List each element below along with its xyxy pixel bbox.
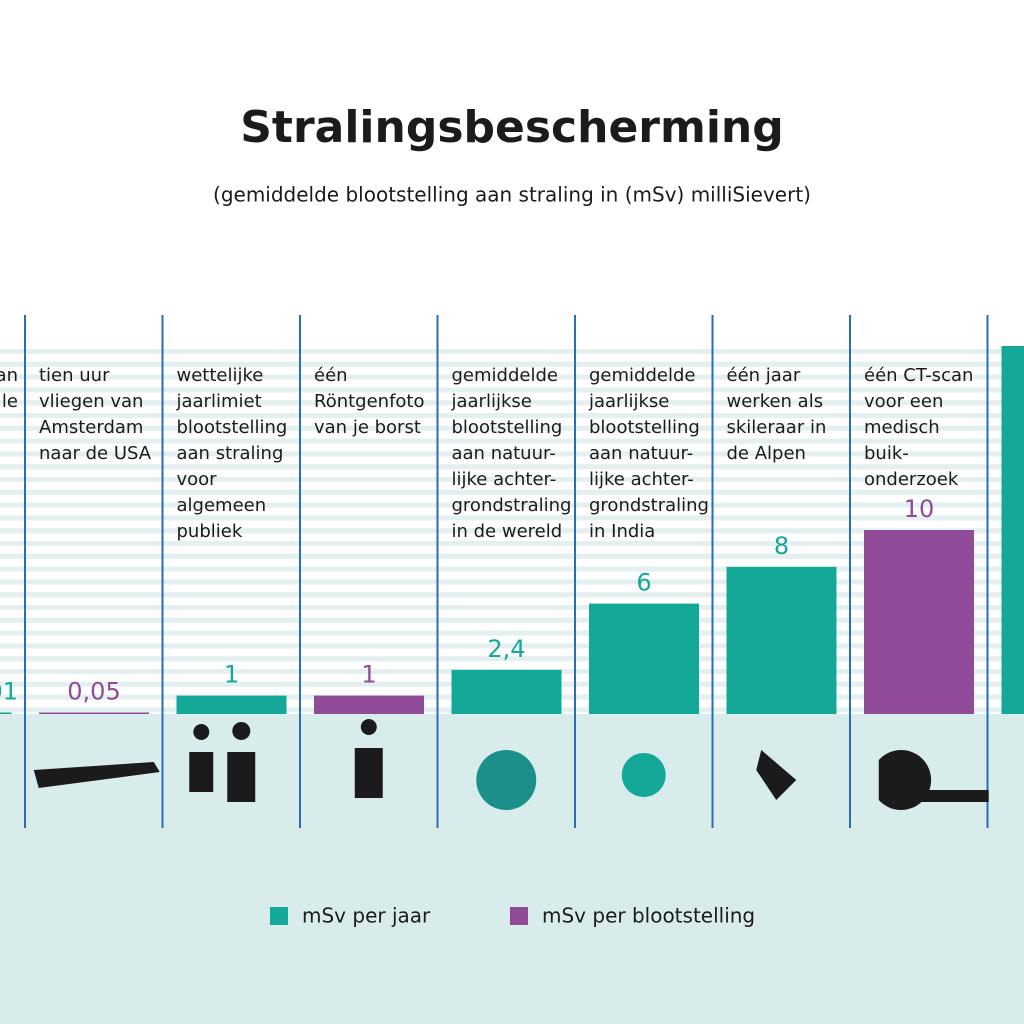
category-label: tien uur — [39, 365, 110, 386]
category-label: aan straling — [177, 443, 284, 464]
icon — [33, 762, 160, 788]
category-label: voor — [177, 469, 218, 490]
category-label: vliegen van — [39, 391, 143, 412]
category-label: aan natuur- — [589, 443, 693, 464]
stripe — [0, 553, 1024, 559]
category-label: één — [314, 365, 348, 386]
value-label: 1 — [361, 661, 376, 689]
icon — [878, 750, 989, 810]
stripe — [0, 592, 1024, 598]
chart-title: Stralingsbescherming — [240, 102, 784, 153]
legend-swatch — [270, 907, 288, 925]
category-label: voor een — [864, 391, 943, 412]
bar — [726, 566, 837, 714]
category-label: skileraar in — [727, 417, 827, 438]
category-label: lijke achter- — [452, 469, 557, 490]
bar — [39, 712, 149, 714]
value-label: 2,4 — [487, 635, 525, 663]
stripe — [0, 656, 1024, 662]
legend-label: mSv per jaar — [302, 904, 431, 928]
category-label: publiek — [177, 521, 243, 542]
category-label: blootstelling — [177, 417, 288, 438]
icon — [621, 753, 666, 797]
category-label: van je borst — [314, 417, 421, 438]
stripe — [0, 425, 1024, 431]
stripe — [0, 605, 1024, 610]
value-label: 8 — [774, 532, 789, 560]
category-label: één CT-scan — [864, 365, 973, 386]
stripe — [0, 541, 1024, 546]
category-label: blootstelling — [589, 417, 700, 438]
legend-label: mSv per blootstelling — [542, 904, 755, 928]
bar — [1001, 346, 1024, 714]
stripe — [0, 374, 1024, 380]
stripe — [0, 361, 1024, 367]
value-label: 0,05 — [67, 678, 120, 706]
category-label: werken als — [727, 391, 824, 412]
stripe — [0, 515, 1024, 521]
stripe — [0, 502, 1024, 508]
stripe — [0, 528, 1024, 534]
stripe — [0, 349, 1024, 354]
category-label: an — [0, 365, 18, 386]
category-label: in India — [589, 521, 655, 542]
category-label: Amsterdam — [39, 417, 143, 438]
stripe — [0, 477, 1024, 482]
stripe — [0, 643, 1024, 649]
category-label: Röntgenfoto — [314, 391, 425, 412]
stripe — [0, 566, 1024, 572]
category-label: de Alpen — [727, 443, 806, 464]
category-label: jaarlimiet — [176, 391, 262, 412]
stripe — [0, 579, 1024, 585]
category-label: in de wereld — [452, 521, 563, 542]
category-label: grondstraling — [452, 495, 572, 516]
bar — [314, 695, 424, 714]
category-label: naar de USA — [39, 443, 152, 464]
category-label: lijke achter- — [589, 469, 694, 490]
stripe — [0, 617, 1024, 623]
value-label: 0,01 — [0, 678, 18, 706]
stripe — [0, 438, 1024, 444]
chart-subtitle: (gemiddelde blootstelling aan straling i… — [213, 183, 811, 207]
category-label: buik- — [864, 443, 909, 464]
category-label: jaarlijkse — [588, 391, 669, 412]
stripe — [0, 400, 1024, 406]
category-label: algemeen — [177, 495, 267, 516]
legend-swatch — [510, 907, 528, 925]
bar — [176, 695, 287, 714]
icon — [756, 750, 797, 800]
category-label: aan natuur- — [452, 443, 556, 464]
category-label: jaarlijkse — [451, 391, 532, 412]
stripe — [0, 489, 1024, 495]
category-label: grondstraling — [589, 495, 709, 516]
bar — [451, 669, 562, 714]
stripe — [0, 464, 1024, 470]
category-label: één jaar — [727, 365, 801, 386]
bar — [0, 712, 12, 714]
category-label: blootstelling — [452, 417, 563, 438]
category-label: medisch — [864, 417, 940, 438]
bar — [864, 530, 974, 714]
stripe — [0, 387, 1024, 393]
bar — [589, 603, 699, 714]
value-label: 6 — [636, 569, 651, 597]
stripe — [0, 630, 1024, 636]
category-label: gemiddelde — [589, 365, 695, 386]
value-label: 10 — [904, 495, 935, 523]
icon — [189, 722, 256, 802]
value-label: 1 — [224, 661, 239, 689]
category-label: onderzoek — [864, 469, 959, 490]
category-label: gemiddelde — [452, 365, 558, 386]
icon — [476, 750, 537, 810]
category-label: wettelijke — [177, 365, 264, 386]
stripe — [0, 451, 1024, 457]
icon — [354, 719, 383, 798]
stripe — [0, 413, 1024, 418]
category-label: le — [2, 391, 18, 412]
